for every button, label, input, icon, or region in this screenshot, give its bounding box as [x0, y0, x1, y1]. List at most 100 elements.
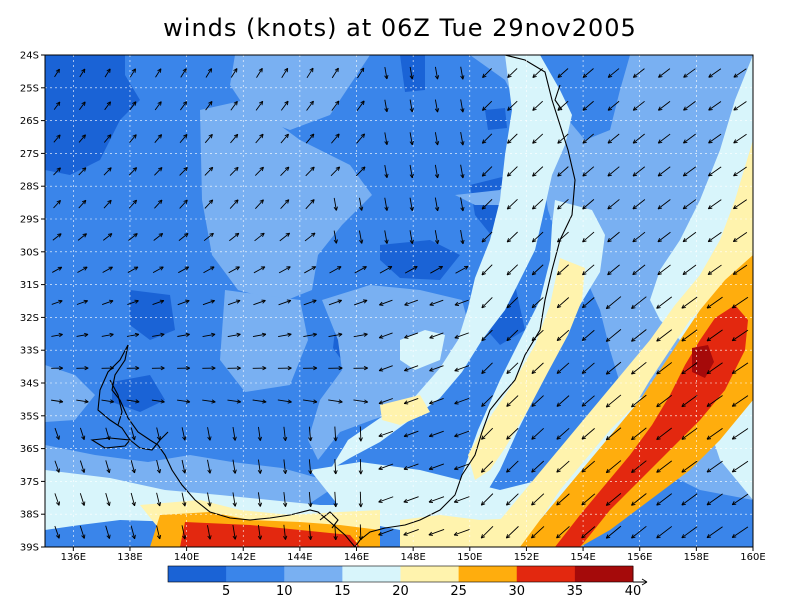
wind-vector	[656, 296, 673, 309]
wind-vector	[280, 166, 290, 177]
wind-vector	[79, 460, 86, 473]
wind-vector	[605, 394, 622, 408]
wind-vector	[204, 133, 213, 144]
wind-vector	[306, 67, 314, 79]
wind-vector	[178, 266, 190, 274]
wind-vector	[330, 166, 341, 177]
band-0-5	[380, 240, 460, 280]
wind-vector	[51, 366, 64, 371]
wind-vector	[556, 395, 570, 407]
wind-vector	[505, 526, 519, 539]
wind-vector	[329, 266, 342, 274]
wind-vector	[129, 68, 136, 78]
colorbar-label: 25	[450, 584, 467, 599]
wind-vector	[202, 366, 216, 371]
lat-tick-label: 33S	[20, 346, 39, 357]
wind-vector	[128, 199, 138, 209]
wind-vector	[354, 266, 367, 274]
wind-vector	[105, 460, 111, 474]
wind-vector	[103, 167, 112, 176]
wind-vector	[104, 101, 111, 111]
wind-vector	[353, 299, 368, 306]
wind-vector	[254, 166, 264, 176]
wind-vector	[78, 134, 86, 143]
wind-vector	[557, 166, 569, 177]
wind-vector	[403, 529, 419, 536]
wind-vector	[180, 101, 188, 111]
wind-vector	[706, 460, 723, 473]
wind-vector	[333, 459, 338, 475]
wind-vector	[355, 166, 366, 177]
wind-vector	[384, 132, 389, 146]
wind-vector	[105, 525, 111, 539]
wind-vector	[556, 526, 570, 539]
wind-vector	[531, 362, 544, 374]
wind-vector	[282, 459, 288, 474]
wind-vector	[255, 199, 264, 209]
gulf-st-vincent	[129, 431, 169, 451]
wind-vector	[130, 460, 136, 474]
wind-vector	[707, 199, 722, 210]
lon-tick-label: 138E	[117, 552, 142, 563]
wind-vector	[357, 67, 365, 79]
wind-vector	[706, 395, 723, 407]
wind-vector	[506, 329, 519, 342]
wind-vector	[227, 399, 241, 404]
wind-vector	[281, 67, 289, 78]
wind-vector	[152, 266, 164, 274]
wind-vector	[506, 166, 518, 177]
band-25-30	[520, 255, 753, 547]
wind-vector	[507, 133, 518, 144]
wind-vector	[581, 428, 595, 440]
wind-vector	[657, 199, 671, 210]
wind-vector	[481, 362, 493, 375]
wind-vector	[682, 264, 697, 276]
lon-tick-label: 152E	[514, 552, 539, 563]
wind-vector	[283, 492, 288, 507]
wind-vector	[731, 395, 749, 407]
wind-vector	[532, 68, 543, 78]
wind-vector	[681, 362, 698, 375]
wind-vector	[631, 329, 647, 342]
wind-vector	[328, 332, 343, 338]
wind-vector	[631, 427, 647, 441]
wind-vector	[681, 460, 698, 473]
wind-vector	[304, 232, 316, 242]
wind-vector	[631, 525, 647, 539]
wind-vector	[607, 231, 620, 243]
wind-vector	[632, 264, 646, 276]
wind-vector	[152, 332, 165, 338]
wind-vector	[279, 232, 291, 242]
wind-vector	[557, 68, 569, 78]
wind-vector	[257, 492, 263, 507]
wind-vector	[707, 231, 722, 243]
wind-vector	[229, 199, 239, 209]
wind-vector	[506, 362, 519, 374]
wind-vector	[228, 266, 240, 274]
wind-vector	[480, 460, 494, 473]
wind-vector	[129, 134, 137, 143]
wind-vector	[228, 299, 241, 306]
wind-vector	[434, 197, 440, 212]
wind-vector	[733, 133, 747, 144]
wind-vector	[453, 496, 470, 504]
wind-vector	[156, 427, 162, 441]
wind-vector	[506, 231, 518, 243]
wind-vector	[277, 399, 292, 404]
wind-vector	[358, 459, 363, 475]
lon-tick-label: 156E	[627, 552, 652, 563]
wind-vector	[151, 366, 165, 371]
wind-vector	[79, 427, 86, 441]
wind-vector	[557, 231, 569, 243]
wind-vector	[378, 430, 394, 438]
wind-vector	[304, 266, 317, 274]
wind-vector	[257, 459, 263, 474]
wind-vector	[53, 134, 61, 143]
band-0-5	[130, 290, 175, 340]
wind-vector	[409, 99, 414, 113]
wind-vector	[403, 496, 419, 503]
wind-vector	[681, 296, 698, 309]
wind-vector	[102, 266, 113, 273]
wind-vector	[482, 68, 492, 78]
wind-vector	[605, 493, 622, 506]
